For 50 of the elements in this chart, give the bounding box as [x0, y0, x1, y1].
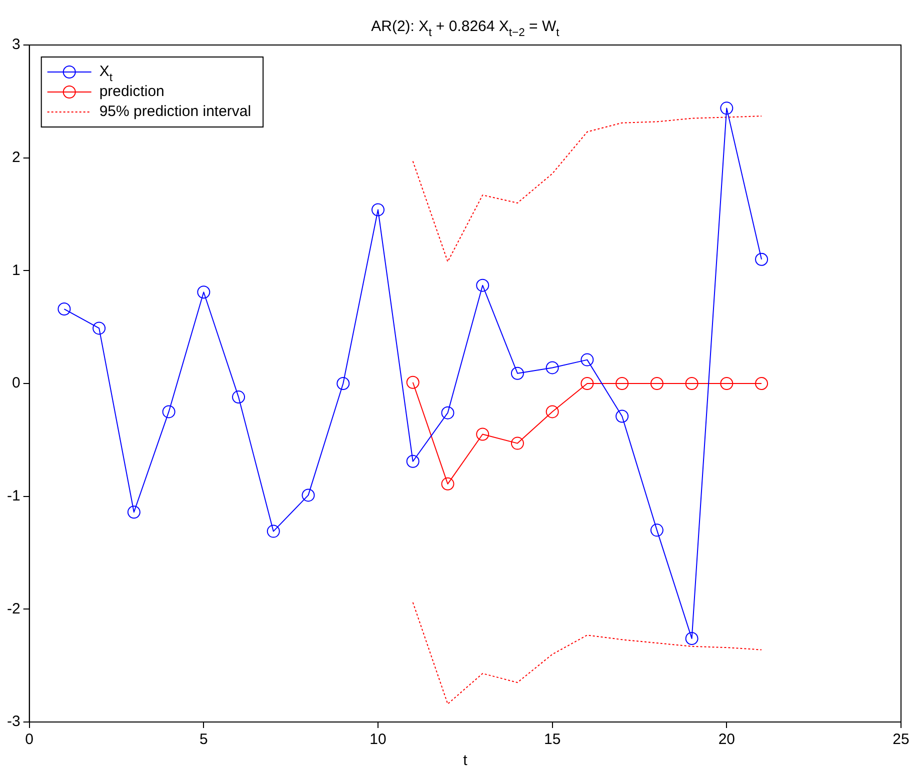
line-series [412, 116, 762, 262]
point [476, 278, 490, 292]
point [58, 302, 71, 316]
x-tick-label: 25 [892, 731, 910, 748]
point [92, 322, 106, 335]
point [685, 632, 698, 646]
point [441, 406, 454, 420]
y-tick-label: -1 [6, 487, 20, 504]
y-tick-label: 1 [12, 262, 20, 279]
line-series [412, 602, 762, 704]
point [510, 366, 524, 380]
point [720, 102, 734, 115]
y-tick-label: -2 [6, 600, 20, 618]
point [336, 377, 350, 390]
point [650, 524, 664, 537]
y-tick-label: 2 [12, 148, 20, 166]
x-tick-label: 15 [544, 731, 561, 748]
point [406, 454, 420, 468]
y-tick-label: 0 [12, 374, 20, 392]
point [580, 353, 594, 366]
x-tick-label: 0 [25, 731, 34, 748]
point [232, 390, 246, 404]
point [266, 524, 280, 538]
point [755, 252, 768, 266]
point [162, 405, 176, 418]
point [650, 377, 664, 390]
y-tick-label: -3 [6, 713, 20, 730]
x-tick-label: 10 [370, 731, 386, 748]
x-tick-label: 20 [718, 731, 736, 748]
point [720, 377, 734, 390]
point [127, 506, 140, 519]
point [476, 428, 490, 441]
legend-label: 95% prediction interval [99, 103, 252, 120]
point [406, 376, 420, 389]
point [546, 405, 559, 418]
point [441, 477, 454, 490]
point [755, 377, 768, 390]
point [685, 377, 698, 390]
point [616, 410, 629, 423]
legend-label: prediction [99, 83, 164, 100]
point [197, 286, 210, 299]
point [580, 377, 594, 390]
point [372, 203, 385, 216]
x-tick-label: 5 [200, 731, 208, 748]
point [510, 436, 524, 450]
y-tick-label: 3 [12, 36, 20, 54]
point [546, 361, 559, 374]
point [302, 488, 315, 502]
x-axis-title: t [463, 752, 468, 770]
point [616, 377, 629, 390]
